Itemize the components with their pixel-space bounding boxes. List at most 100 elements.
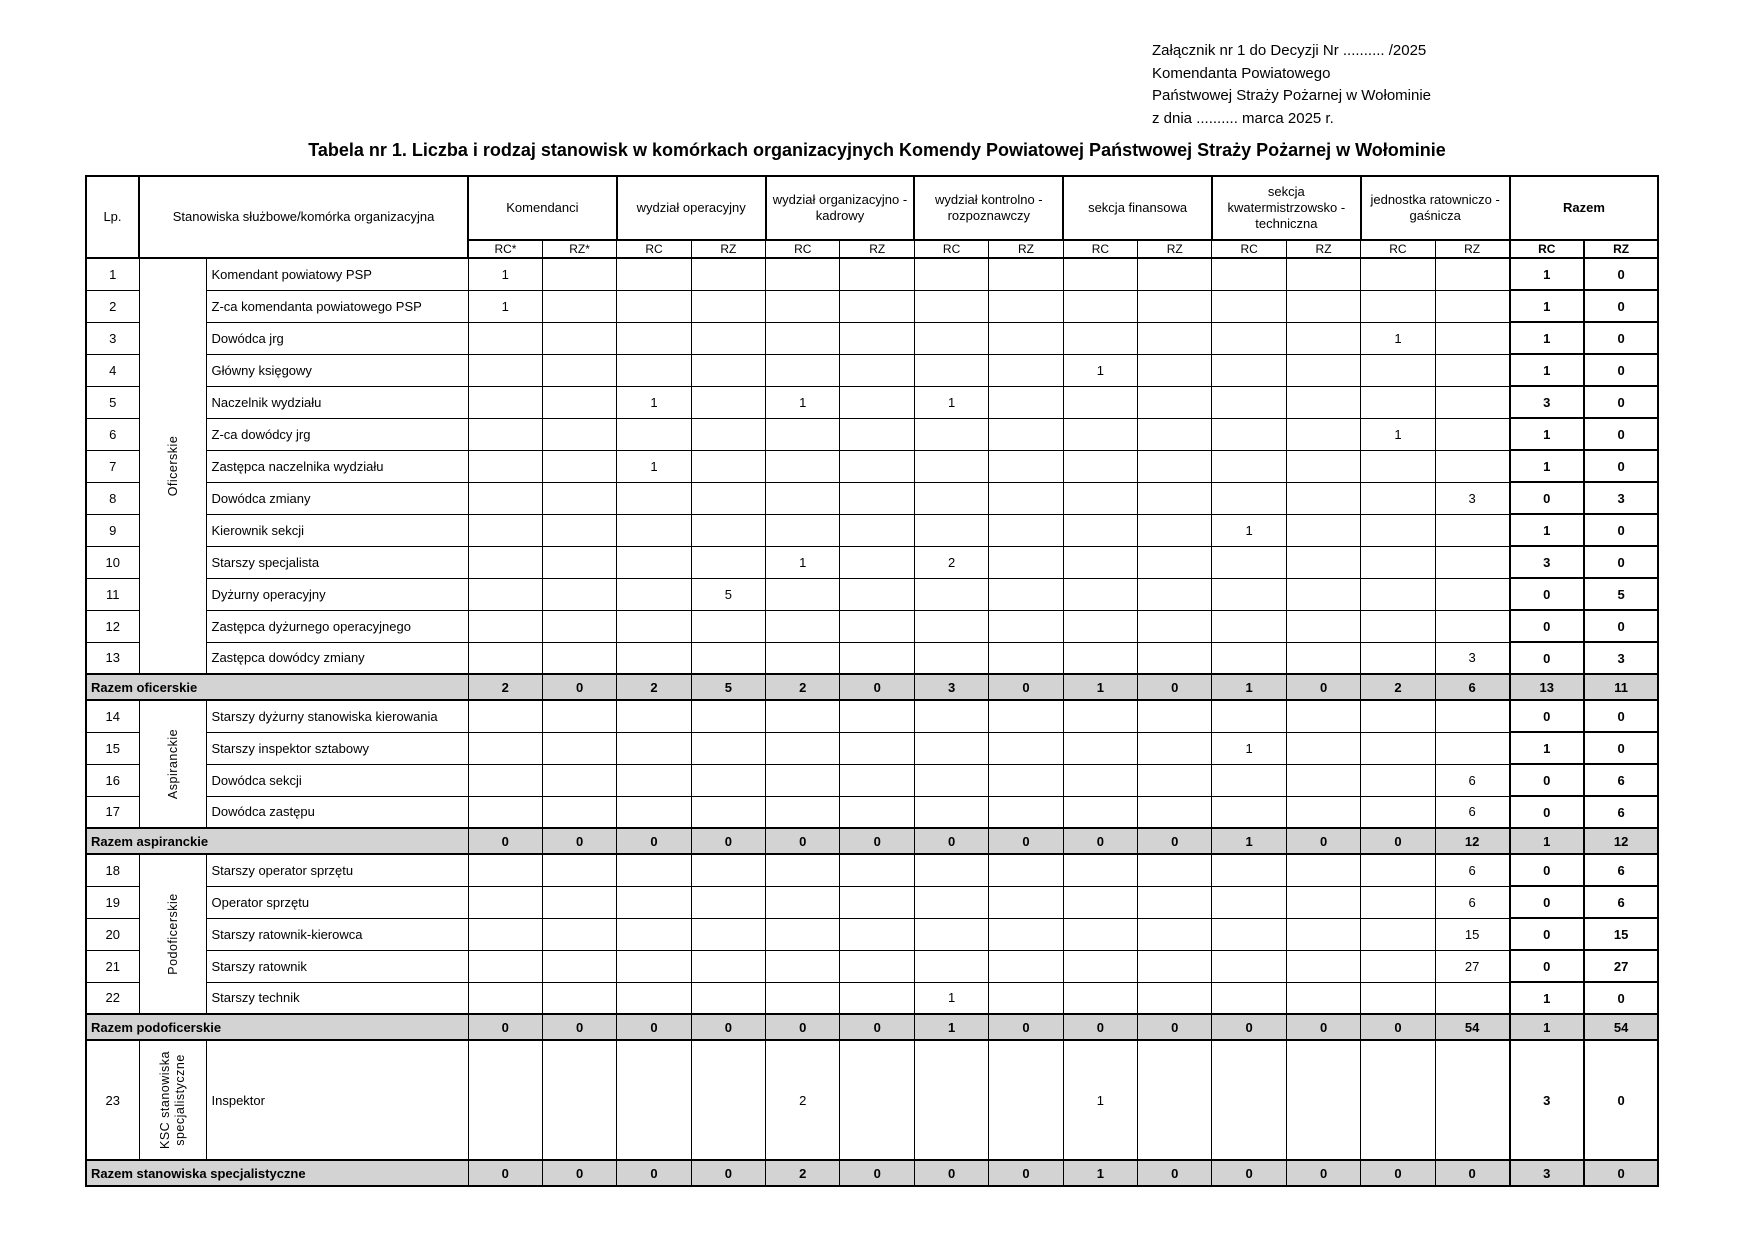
summary-value: 2: [1360, 673, 1436, 701]
cell-value: [988, 609, 1064, 643]
cell-value: 0: [1508, 949, 1585, 983]
table-row: 8 Dowódca zmiany 3 0 3: [85, 481, 1660, 515]
cell-value: [1285, 917, 1362, 951]
cell-value: 6: [1434, 885, 1511, 919]
summary-label: Razem oficerskie: [85, 673, 469, 701]
table-row: 21 Starszy ratownik 27 0 27: [85, 949, 1660, 983]
cell-value: [1211, 699, 1287, 733]
cell-value: [467, 949, 543, 983]
cell-value: [616, 731, 692, 765]
cell-value: [988, 699, 1064, 733]
cell-value: 0: [1508, 795, 1585, 829]
cell-value: [765, 577, 841, 611]
cell-value: [839, 885, 915, 919]
cell-value: [616, 885, 692, 919]
cell-value: [1360, 731, 1436, 765]
cell-value: [1137, 513, 1213, 547]
attachment-line: Komendanta Powiatowego: [1152, 64, 1331, 82]
cell-value: [1137, 289, 1213, 323]
summary-value: 0: [616, 1013, 692, 1041]
summary-value: 0: [1360, 1159, 1436, 1187]
cell-value: [616, 641, 692, 675]
cell-value: [1360, 885, 1436, 919]
cell-value: [1062, 795, 1139, 829]
cell-value: [1062, 853, 1139, 887]
cell-value: [1285, 385, 1362, 419]
cell-value: 3: [1434, 481, 1511, 515]
cell-value: [1211, 481, 1287, 515]
summary-value: 1: [913, 1013, 990, 1041]
cell-value: 5: [1582, 577, 1660, 611]
cell-value: [541, 289, 618, 323]
cell-value: 1: [1508, 353, 1585, 387]
header-rc: RC*: [467, 239, 543, 259]
cell-value: [1062, 481, 1139, 515]
table-row: 19 Operator sprzętu 6 0 6: [85, 885, 1660, 919]
cell-value: [541, 949, 618, 983]
cell-value: [1137, 981, 1213, 1015]
cell-value: [1434, 449, 1511, 483]
cell-value: 3: [1434, 641, 1511, 675]
cell-value: 1: [1508, 257, 1585, 291]
header-rz: RZ: [988, 239, 1064, 259]
cell-value: [913, 699, 990, 733]
cell-value: [616, 481, 692, 515]
header-position: Stanowiska służbowe/komórka organizacyjn…: [137, 175, 470, 259]
cell-value: [1137, 917, 1213, 951]
cell-value: 0: [1508, 917, 1585, 951]
header-rz: RZ: [690, 239, 767, 259]
cell-value: [1211, 763, 1287, 797]
cell-value: [1211, 949, 1287, 983]
cell-value: [1434, 981, 1511, 1015]
cell-value: [1285, 545, 1362, 579]
cell-value: [1360, 795, 1436, 829]
summary-value: 0: [765, 827, 841, 855]
cell-value: [913, 885, 990, 919]
cell-value: [1434, 289, 1511, 323]
header-rz: RZ: [1285, 239, 1362, 259]
cell-value: [541, 481, 618, 515]
cell-value: [1062, 545, 1139, 579]
cell-value: [541, 885, 618, 919]
cell-value: [1062, 289, 1139, 323]
cell-value: [1137, 257, 1213, 291]
header-rc: RC: [765, 239, 841, 259]
cell-value: [1211, 545, 1287, 579]
cell-value: [988, 257, 1064, 291]
summary-value: 0: [988, 827, 1064, 855]
summary-value: 0: [1137, 1159, 1213, 1187]
cell-lp: 9: [85, 513, 140, 547]
cell-lp: 8: [85, 481, 140, 515]
page-title: Tabela nr 1. Liczba i rodzaj stanowisk w…: [308, 140, 1446, 160]
cell-value: 0: [1582, 609, 1660, 643]
cell-value: [1434, 417, 1511, 451]
header-rz: RZ*: [541, 239, 618, 259]
cell-value: [1285, 321, 1362, 355]
cell-value: [541, 385, 618, 419]
cell-value: [913, 353, 990, 387]
cell-value: [1062, 917, 1139, 951]
cell-value: [765, 885, 841, 919]
cell-value: [1211, 577, 1287, 611]
cell-value: [988, 763, 1064, 797]
cell-value: [839, 289, 915, 323]
cell-value: [1137, 1039, 1213, 1161]
cell-value: [690, 731, 767, 765]
cell-value: [690, 449, 767, 483]
cell-value: [616, 321, 692, 355]
summary-value: 12: [1434, 827, 1511, 855]
cell-lp: 23: [85, 1039, 140, 1161]
cell-value: 0: [1508, 609, 1585, 643]
cell-value: [616, 257, 692, 291]
cell-value: [1360, 353, 1436, 387]
cell-position: Dyżurny operacyjny: [205, 577, 469, 611]
cell-value: 15: [1582, 917, 1660, 951]
cell-value: [1137, 885, 1213, 919]
summary-value: 0: [541, 673, 618, 701]
cell-value: [690, 321, 767, 355]
summary-value: 0: [1285, 1013, 1362, 1041]
summary-value: 0: [541, 1013, 618, 1041]
summary-value: 3: [1508, 1159, 1585, 1187]
group-cell: Oficerskie: [138, 257, 207, 675]
